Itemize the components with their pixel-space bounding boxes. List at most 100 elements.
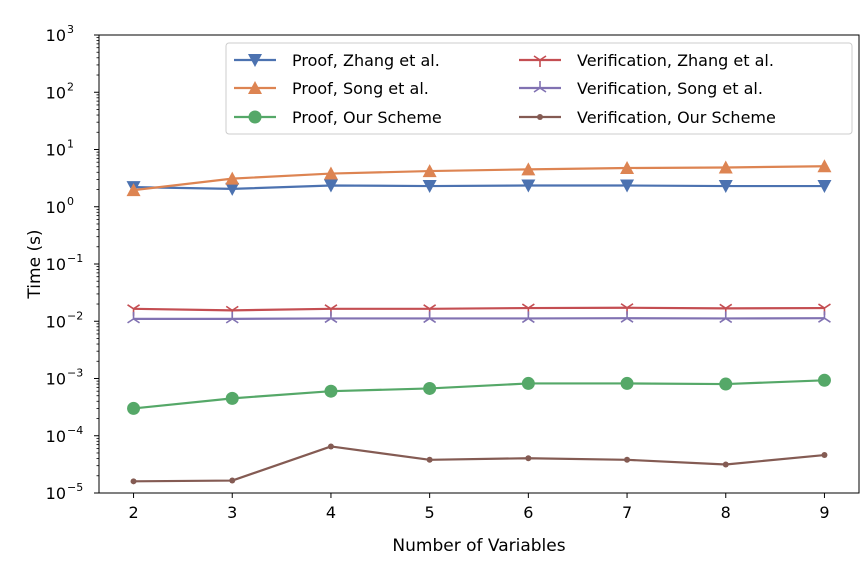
data-point (521, 376, 535, 390)
data-point (521, 179, 536, 193)
data-point (821, 452, 828, 459)
series-line (133, 379, 825, 410)
series-6 (130, 443, 828, 485)
data-point (127, 401, 141, 415)
legend: Proof, Zhang et al. Proof, Song et al. Pro… (225, 42, 853, 135)
series-line (133, 445, 825, 483)
data-point (719, 311, 733, 324)
y-tick-exponent: 0 (67, 195, 74, 208)
y-axis-label: Time (s) (25, 229, 45, 299)
series-3 (127, 373, 831, 415)
y-tick-label: 10 (46, 312, 66, 331)
data-point (130, 478, 137, 485)
data-point (718, 180, 733, 194)
data-point (324, 311, 338, 324)
x-tick-label: 2 (128, 503, 138, 522)
data-point (126, 183, 141, 197)
data-point (323, 166, 338, 180)
legend-label: Verification, Zhang et al. (577, 51, 774, 70)
data-point (719, 377, 733, 391)
y-tick-label: 10 (46, 370, 66, 389)
data-point (521, 311, 535, 324)
series-5 (127, 311, 831, 324)
legend-label: Verification, Our Scheme (577, 108, 776, 127)
y-tick-exponent: 3 (67, 23, 74, 36)
legend-item-2: Proof, Song et al. (234, 79, 429, 98)
data-point (323, 179, 338, 193)
data-point (422, 180, 437, 194)
data-point (525, 455, 532, 462)
legend-marker (537, 114, 543, 120)
legend-item-3: Proof, Our Scheme (234, 108, 442, 127)
x-tick-label: 4 (326, 503, 336, 522)
y-tick-exponent: −5 (67, 481, 83, 494)
legend-item-5: Verification, Song et al. (519, 79, 763, 98)
y-tick-label: 10 (46, 484, 66, 503)
legend-marker (533, 55, 547, 67)
data-point (722, 461, 729, 468)
data-point (620, 311, 634, 323)
legend-marker (248, 54, 262, 67)
data-point (620, 179, 635, 193)
data-point (324, 384, 338, 398)
y-tick-exponent: 2 (67, 80, 74, 93)
series-line (133, 317, 825, 320)
y-tick-exponent: −1 (67, 252, 83, 265)
x-tick-label: 5 (425, 503, 435, 522)
legend-marker (248, 110, 262, 124)
series-line (133, 165, 825, 192)
data-point (225, 311, 239, 324)
legend-item-6: Verification, Our Scheme (519, 108, 776, 127)
y-tick-exponent: −2 (67, 309, 83, 322)
data-point (327, 443, 334, 450)
y-tick-exponent: −3 (67, 367, 83, 380)
x-tick-label: 8 (721, 503, 731, 522)
y-tick-label: 10 (46, 26, 66, 45)
data-point (225, 391, 239, 405)
legend-label: Proof, Our Scheme (292, 108, 442, 127)
y-tick-label: 10 (46, 83, 66, 102)
y-tick-label: 10 (46, 141, 66, 160)
x-tick-label: 6 (523, 503, 533, 522)
x-tick-label: 7 (622, 503, 632, 522)
x-axis: 2 3 4 5 6 7 8 9 (128, 493, 830, 522)
data-point (225, 182, 240, 196)
y-tick-label: 10 (46, 198, 66, 217)
data-point (423, 311, 437, 324)
data-point (718, 160, 733, 174)
x-axis-label: Number of Variables (392, 536, 565, 556)
data-point (521, 162, 536, 176)
series-2 (126, 159, 832, 197)
data-point (225, 171, 240, 185)
legend-item-4: Verification, Zhang et al. (519, 51, 774, 70)
data-point (620, 376, 634, 390)
y-tick-exponent: −4 (67, 424, 83, 437)
legend-item-1: Proof, Zhang et al. (234, 51, 440, 70)
legend-label: Verification, Song et al. (577, 79, 763, 98)
data-point (423, 381, 437, 395)
data-point (620, 161, 635, 175)
legend-marker (533, 81, 547, 93)
y-tick-exponent: 1 (67, 138, 74, 151)
data-point (817, 373, 831, 387)
legend-label: Proof, Zhang et al. (292, 51, 440, 70)
data-point (422, 164, 437, 178)
x-tick-label: 3 (227, 503, 237, 522)
data-point (817, 180, 832, 194)
x-tick-label: 9 (819, 503, 829, 522)
data-point (818, 311, 831, 323)
legend-marker (248, 81, 262, 94)
y-tick-label: 10 (46, 427, 66, 446)
data-point (624, 456, 631, 463)
y-tick-label: 10 (46, 255, 66, 274)
series-layer (126, 159, 832, 485)
series-line (133, 306, 825, 312)
data-point (817, 159, 832, 173)
data-point (426, 456, 433, 463)
series-line (133, 184, 825, 191)
legend-label: Proof, Song et al. (292, 79, 429, 98)
data-point (229, 477, 236, 484)
data-point (127, 311, 140, 324)
